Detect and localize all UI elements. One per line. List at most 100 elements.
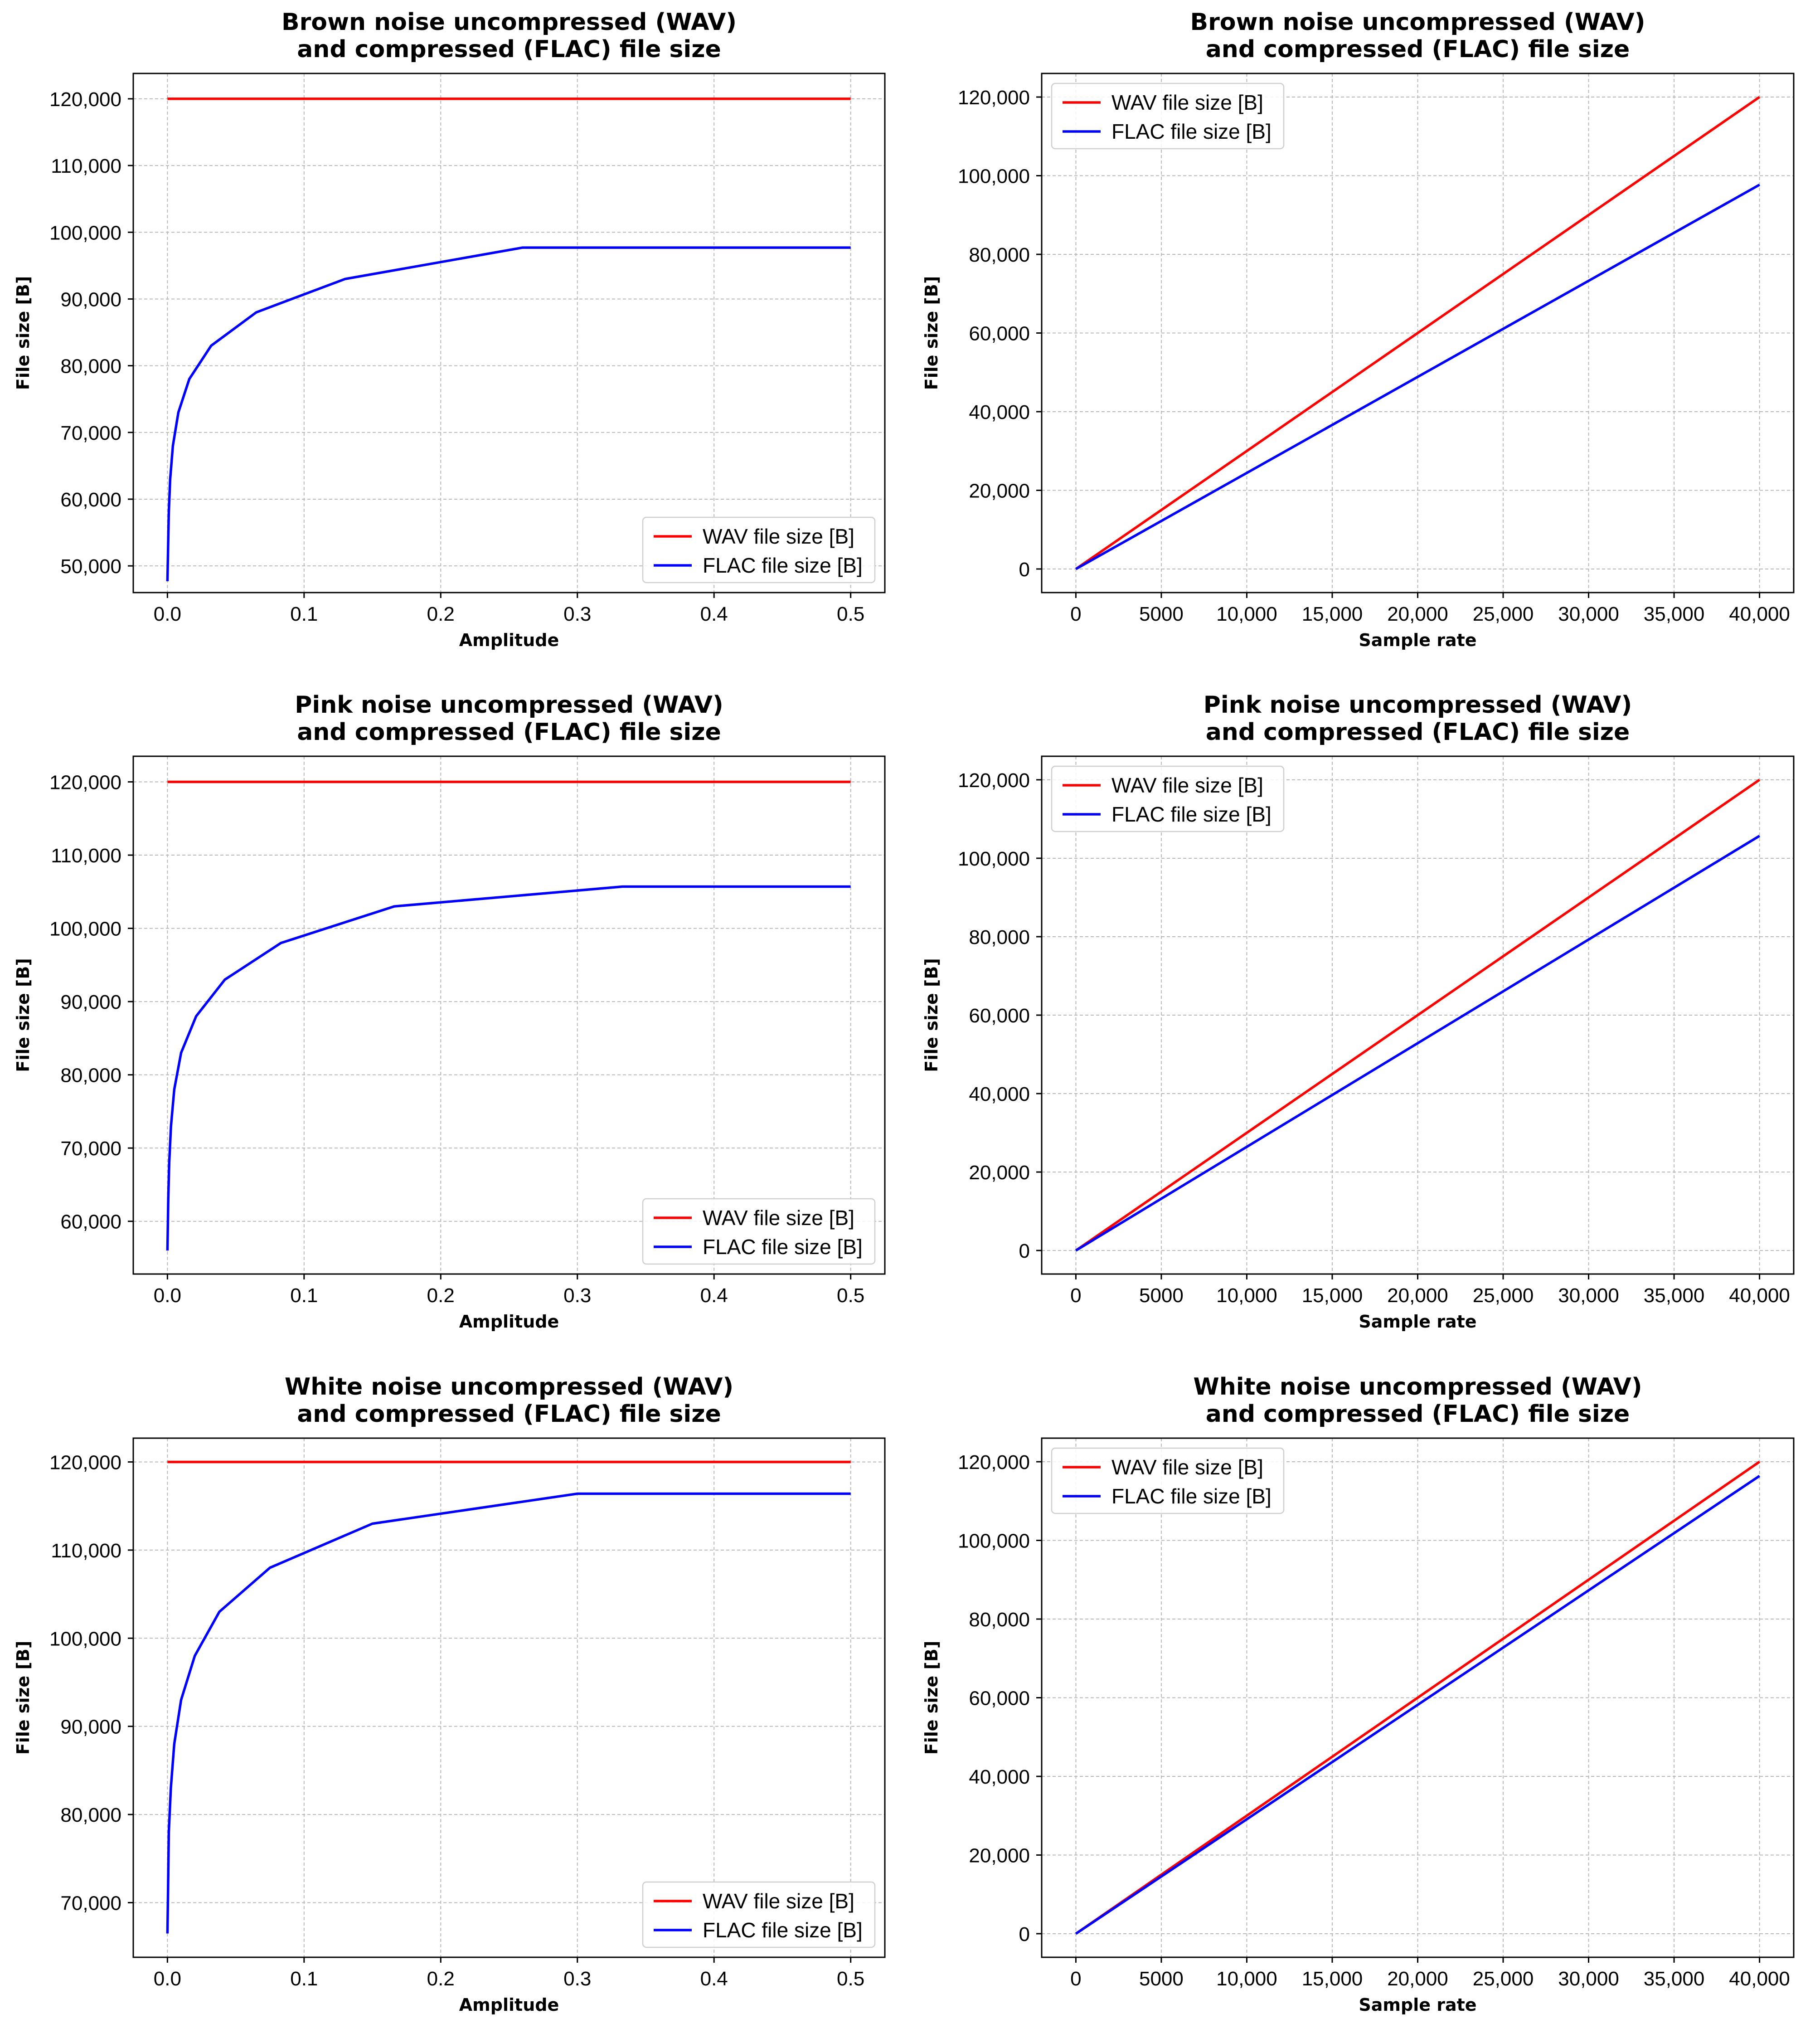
chart-3: Pink noise uncompressed (WAV)and compres… bbox=[13, 691, 886, 1332]
plot-frame bbox=[1041, 1437, 1795, 1958]
chart-4: Pink noise uncompressed (WAV)and compres… bbox=[922, 691, 1795, 1332]
y-tick-label: 120,000 bbox=[958, 769, 1030, 792]
y-tick-label: 120,000 bbox=[49, 1451, 121, 1474]
legend-label: FLAC file size [B] bbox=[1111, 120, 1272, 143]
legend: WAV file size [B] FLAC file size [B] bbox=[1051, 1447, 1285, 1514]
chart-2: Brown noise uncompressed (WAV)and compre… bbox=[922, 9, 1795, 650]
x-tick-label: 0 bbox=[1070, 1284, 1081, 1307]
legend-box bbox=[642, 516, 876, 584]
y-tick-label: 100,000 bbox=[958, 1530, 1030, 1552]
x-axis-label: Sample rate bbox=[1359, 630, 1476, 650]
legend-box bbox=[1051, 765, 1285, 832]
chart-title: and compressed (FLAC) file size bbox=[297, 719, 721, 746]
y-tick-label: 50,000 bbox=[60, 555, 121, 578]
chart-title: Brown noise uncompressed (WAV) bbox=[1190, 9, 1645, 36]
legend: WAV file size [B] FLAC file size [B] bbox=[642, 516, 876, 584]
x-tick-label: 35,000 bbox=[1644, 1968, 1705, 1990]
series-line-flac bbox=[166, 885, 851, 1251]
x-tick-label: 15,000 bbox=[1302, 603, 1363, 625]
y-axis-label: File size [B] bbox=[922, 958, 942, 1072]
x-tick-label: 0.3 bbox=[563, 603, 591, 625]
x-tick-label: 5000 bbox=[1139, 1284, 1184, 1307]
y-tick-label: 40,000 bbox=[969, 1083, 1030, 1105]
y-tick-label: 20,000 bbox=[969, 480, 1030, 502]
y-tick-label: 60,000 bbox=[969, 323, 1030, 345]
y-axis-label: File size [B] bbox=[922, 1641, 942, 1755]
y-tick-label: 100,000 bbox=[958, 848, 1030, 870]
legend-label: FLAC file size [B] bbox=[703, 1235, 863, 1259]
series-line-flac bbox=[166, 246, 851, 582]
y-axis-label: File size [B] bbox=[13, 1641, 33, 1755]
x-tick-label: 20,000 bbox=[1387, 1968, 1448, 1990]
series-line-flac bbox=[1075, 835, 1761, 1252]
chart-title: Pink noise uncompressed (WAV) bbox=[1204, 691, 1632, 719]
y-tick-label: 120,000 bbox=[49, 772, 121, 794]
y-tick-label: 80,000 bbox=[60, 355, 121, 378]
y-tick-label: 60,000 bbox=[969, 1005, 1030, 1027]
legend-box bbox=[642, 1881, 876, 1948]
x-tick-label: 40,000 bbox=[1729, 1284, 1790, 1307]
series-line-wav bbox=[1075, 778, 1761, 1252]
x-tick-label: 0.0 bbox=[154, 603, 181, 625]
legend: WAV file size [B] FLAC file size [B] bbox=[642, 1881, 876, 1948]
y-tick-label: 20,000 bbox=[969, 1844, 1030, 1867]
x-tick-label: 0.2 bbox=[427, 603, 455, 625]
chart-title: White noise uncompressed (WAV) bbox=[1193, 1373, 1642, 1401]
chart-title: and compressed (FLAC) file size bbox=[1206, 1401, 1630, 1428]
y-tick-label: 80,000 bbox=[60, 1065, 121, 1087]
y-tick-label: 120,000 bbox=[958, 87, 1030, 109]
y-tick-label: 80,000 bbox=[969, 1609, 1030, 1631]
y-axis-label: File size [B] bbox=[13, 958, 33, 1072]
y-tick-label: 60,000 bbox=[60, 1211, 121, 1233]
legend-label: WAV file size [B] bbox=[703, 1206, 854, 1230]
y-tick-label: 120,000 bbox=[958, 1451, 1030, 1474]
y-tick-label: 70,000 bbox=[60, 1138, 121, 1160]
series-line-flac bbox=[166, 1492, 851, 1934]
legend-box bbox=[1051, 83, 1285, 150]
y-tick-label: 80,000 bbox=[969, 244, 1030, 266]
legend-label: WAV file size [B] bbox=[703, 1889, 854, 1913]
x-tick-label: 0.4 bbox=[700, 1284, 728, 1307]
y-tick-label: 90,000 bbox=[60, 1716, 121, 1738]
x-tick-label: 15,000 bbox=[1302, 1968, 1363, 1990]
x-tick-label: 0.1 bbox=[290, 1284, 318, 1307]
x-tick-label: 40,000 bbox=[1729, 603, 1790, 625]
x-tick-label: 0.5 bbox=[837, 1284, 864, 1307]
x-tick-label: 30,000 bbox=[1558, 603, 1619, 625]
y-tick-label: 60,000 bbox=[969, 1688, 1030, 1710]
y-tick-label: 70,000 bbox=[60, 1892, 121, 1914]
x-tick-label: 30,000 bbox=[1558, 1968, 1619, 1990]
x-axis-label: Amplitude bbox=[459, 1995, 559, 2015]
x-tick-label: 20,000 bbox=[1387, 603, 1448, 625]
x-tick-label: 5000 bbox=[1139, 1968, 1184, 1990]
plot-frame bbox=[132, 755, 886, 1275]
x-tick-label: 0.0 bbox=[154, 1968, 181, 1990]
chart-title: and compressed (FLAC) file size bbox=[297, 1401, 721, 1428]
y-tick-label: 100,000 bbox=[49, 918, 121, 940]
plot-frame bbox=[132, 73, 886, 593]
chart-6: White noise uncompressed (WAV)and compre… bbox=[922, 1373, 1795, 2015]
y-tick-label: 100,000 bbox=[958, 165, 1030, 188]
y-tick-label: 120,000 bbox=[49, 88, 121, 111]
y-tick-label: 110,000 bbox=[51, 155, 121, 177]
legend: WAV file size [B] FLAC file size [B] bbox=[642, 1198, 876, 1265]
x-tick-label: 0.2 bbox=[427, 1284, 455, 1307]
x-tick-label: 0.4 bbox=[700, 603, 728, 625]
y-tick-label: 20,000 bbox=[969, 1162, 1030, 1184]
legend: WAV file size [B] FLAC file size [B] bbox=[1051, 83, 1285, 150]
x-axis-label: Amplitude bbox=[459, 630, 559, 650]
x-tick-label: 10,000 bbox=[1216, 603, 1277, 625]
chart-title: White noise uncompressed (WAV) bbox=[285, 1373, 733, 1401]
y-tick-label: 60,000 bbox=[60, 489, 121, 511]
x-axis-label: Sample rate bbox=[1359, 1312, 1476, 1332]
x-tick-label: 0.1 bbox=[290, 603, 318, 625]
x-tick-label: 40,000 bbox=[1729, 1968, 1790, 1990]
x-axis-label: Amplitude bbox=[459, 1312, 559, 1332]
series-line-wav bbox=[1075, 96, 1761, 570]
y-tick-label: 80,000 bbox=[969, 926, 1030, 948]
chart-title: Brown noise uncompressed (WAV) bbox=[281, 9, 737, 36]
x-tick-label: 35,000 bbox=[1644, 1284, 1705, 1307]
y-tick-label: 40,000 bbox=[969, 401, 1030, 423]
chart-1: Brown noise uncompressed (WAV)and compre… bbox=[13, 9, 886, 650]
